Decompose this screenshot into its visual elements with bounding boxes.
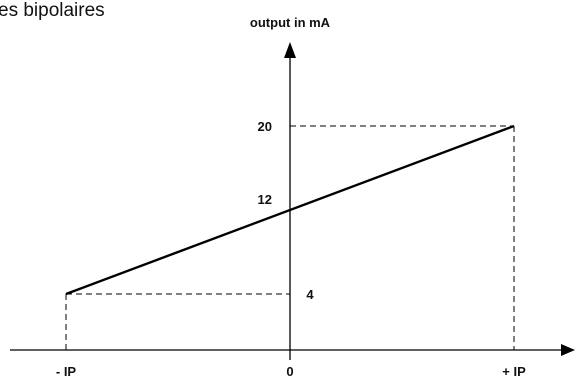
y-tick-12: 12 [258,192,272,207]
y-axis-title: output in mA [250,15,331,30]
y-tick-4: 4 [306,287,314,302]
y-axis-arrowhead [284,42,296,58]
x-tick-pos-ip: + IP [502,364,526,379]
caption-text: es bipolaires [0,0,105,21]
x-tick-neg-ip: - IP [56,364,77,379]
output-transfer-line [65,124,515,296]
x-tick-zero: 0 [286,364,293,379]
x-axis-arrowhead [561,344,575,356]
y-tick-20: 20 [258,119,272,134]
